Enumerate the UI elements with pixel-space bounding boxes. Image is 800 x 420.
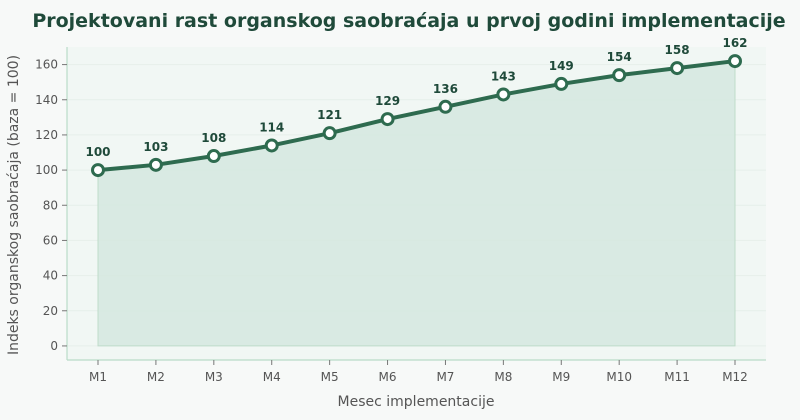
x-axis-label: Mesec implementacije xyxy=(338,394,495,410)
x-tick-label: M12 xyxy=(722,370,748,384)
chart-title: Projektovani rast organskog saobraćaja u… xyxy=(32,10,785,32)
y-tick-label: 80 xyxy=(43,198,58,212)
x-tick-label: M3 xyxy=(205,370,223,384)
y-tick-label: 140 xyxy=(35,93,58,107)
data-point xyxy=(322,126,337,141)
data-label: 108 xyxy=(201,131,226,145)
data-point xyxy=(91,163,105,178)
data-label: 158 xyxy=(665,43,690,57)
y-tick-label: 0 xyxy=(50,339,58,353)
data-point xyxy=(148,157,163,172)
x-tick-label: M1 xyxy=(89,370,107,384)
x-tick-label: M8 xyxy=(494,370,512,384)
data-point xyxy=(554,76,569,91)
y-tick-label: 100 xyxy=(35,163,58,177)
data-label: 100 xyxy=(85,145,110,159)
data-point xyxy=(612,68,627,83)
data-point xyxy=(380,112,395,127)
data-label: 149 xyxy=(549,59,574,73)
x-tick-label: M5 xyxy=(321,370,339,384)
x-tick-label: M4 xyxy=(263,370,281,384)
data-point xyxy=(264,138,279,153)
y-axis-ticks: 0 20 40 60 80 100 120 140 160 xyxy=(35,58,67,353)
data-label: 162 xyxy=(722,36,747,50)
series-line xyxy=(96,59,737,173)
data-labels: 100 103 108 114 121 129 136 143 149 154 158 162 xyxy=(85,36,747,159)
y-tick-label: 60 xyxy=(43,233,58,247)
y-tick-label: 40 xyxy=(43,269,58,283)
data-label: 103 xyxy=(143,140,168,154)
data-label: 129 xyxy=(375,94,400,108)
data-point xyxy=(670,61,685,76)
y-tick-label: 120 xyxy=(35,128,58,142)
data-point xyxy=(438,99,453,114)
y-tick-label: 160 xyxy=(35,58,58,72)
data-label: 154 xyxy=(607,50,632,64)
x-axis-ticks: M1 M2 M3 M4 M5 M6 M7 M8 M9 M10 M11 M12 xyxy=(89,360,748,384)
x-tick-label: M10 xyxy=(606,370,632,384)
data-point xyxy=(496,87,511,102)
x-tick-label: M11 xyxy=(664,370,690,384)
data-label: 143 xyxy=(491,69,516,83)
data-label: 121 xyxy=(317,108,342,122)
data-point xyxy=(728,54,742,69)
x-tick-label: M9 xyxy=(552,370,570,384)
axes xyxy=(66,47,766,361)
x-tick-label: M6 xyxy=(379,370,397,384)
y-tick-label: 20 xyxy=(43,304,58,318)
x-tick-label: M7 xyxy=(436,370,454,384)
data-label: 136 xyxy=(433,82,458,96)
data-label: 114 xyxy=(259,120,284,134)
data-point xyxy=(206,149,221,164)
x-tick-label: M2 xyxy=(147,370,165,384)
y-axis-label: Indeks organskog saobraćaja (baza = 100) xyxy=(6,55,22,355)
series-group xyxy=(91,54,742,178)
